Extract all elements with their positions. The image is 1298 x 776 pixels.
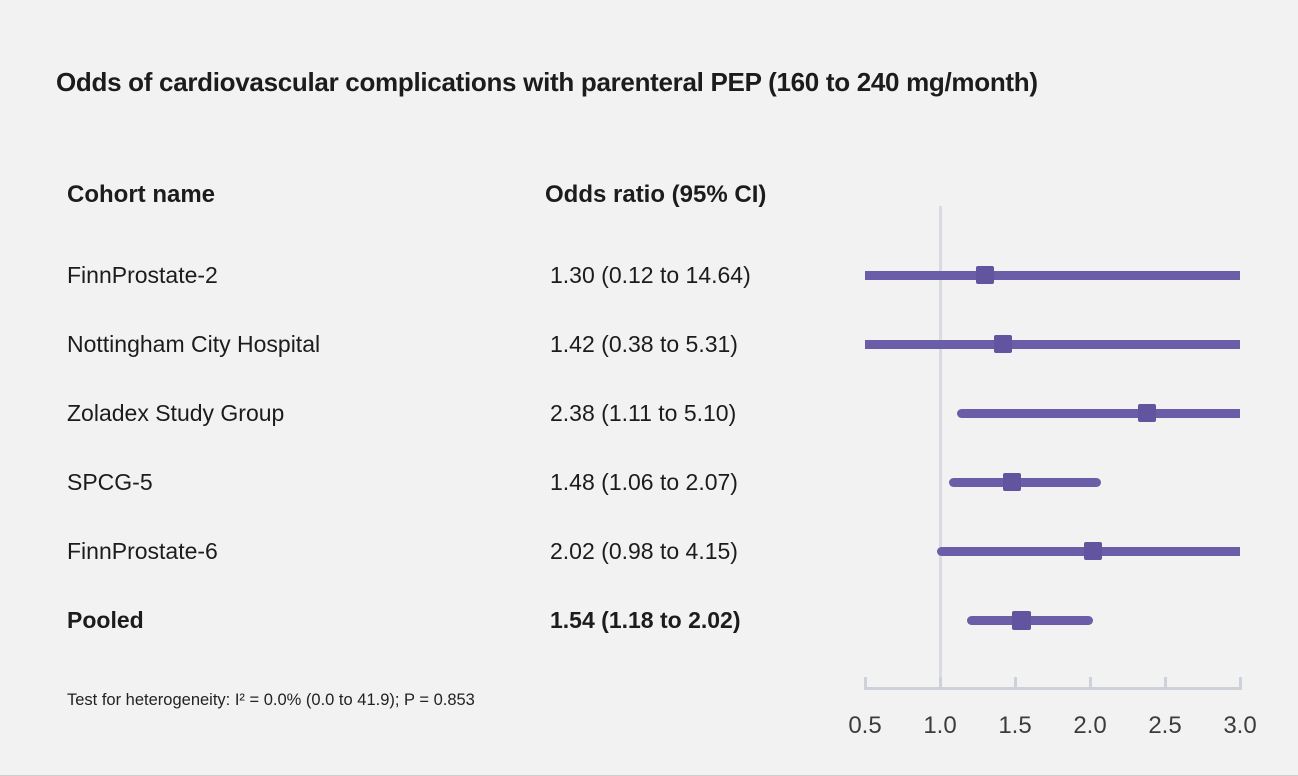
odds-ratio-value: 1.48 (1.06 to 2.07) <box>550 469 738 495</box>
cohort-label: FinnProstate-6 <box>67 538 218 564</box>
ci-line <box>949 477 1101 487</box>
cohort-label: FinnProstate-2 <box>67 262 218 288</box>
ci-line <box>865 270 1240 280</box>
cohort-label: Nottingham City Hospital <box>67 331 321 357</box>
heterogeneity-note: Test for heterogeneity: I² = 0.0% (0.0 t… <box>67 691 475 709</box>
x-axis-tick <box>938 677 942 687</box>
cohort-label: Pooled <box>67 607 144 633</box>
ci-line <box>865 339 1240 349</box>
x-axis-tick <box>1013 677 1017 687</box>
x-axis-tick-label: 0.5 <box>848 712 882 739</box>
or-marker <box>994 335 1012 353</box>
x-axis-tick <box>1088 677 1092 687</box>
reference-line <box>938 206 942 688</box>
odds-ratio-value: 1.42 (0.38 to 5.31) <box>550 331 738 357</box>
or-marker <box>1003 473 1021 491</box>
x-axis-tick-label: 2.0 <box>1073 712 1107 739</box>
or-marker <box>976 266 994 284</box>
odds-ratio-value: 1.54 (1.18 to 2.02) <box>550 607 741 633</box>
cohort-label: Zoladex Study Group <box>67 400 285 426</box>
x-axis-tick-label: 3.0 <box>1223 712 1257 739</box>
or-marker <box>1138 404 1156 422</box>
odds-ratio-value: 1.30 (0.12 to 14.64) <box>550 262 751 288</box>
x-axis-tick-label: 1.5 <box>998 712 1032 739</box>
column-header-odds-ratio: Odds ratio (95% CI) <box>545 181 767 208</box>
cohort-label: SPCG-5 <box>67 469 153 495</box>
x-axis-tick-label: 2.5 <box>1148 712 1182 739</box>
pooled-or-marker <box>1011 610 1031 630</box>
x-axis-tick <box>1238 677 1242 687</box>
x-axis-line <box>863 687 1242 690</box>
ci-line <box>956 408 1240 418</box>
or-marker <box>1084 542 1102 560</box>
column-header-cohort: Cohort name <box>67 181 216 208</box>
x-axis-tick <box>863 677 867 687</box>
odds-ratio-value: 2.38 (1.11 to 5.10) <box>550 400 737 426</box>
x-axis-tick-label: 1.0 <box>923 712 957 739</box>
odds-ratio-value: 2.02 (0.98 to 4.15) <box>550 538 738 564</box>
x-axis-tick <box>1163 677 1167 687</box>
chart-title: Odds of cardiovascular complications wit… <box>56 67 1038 97</box>
